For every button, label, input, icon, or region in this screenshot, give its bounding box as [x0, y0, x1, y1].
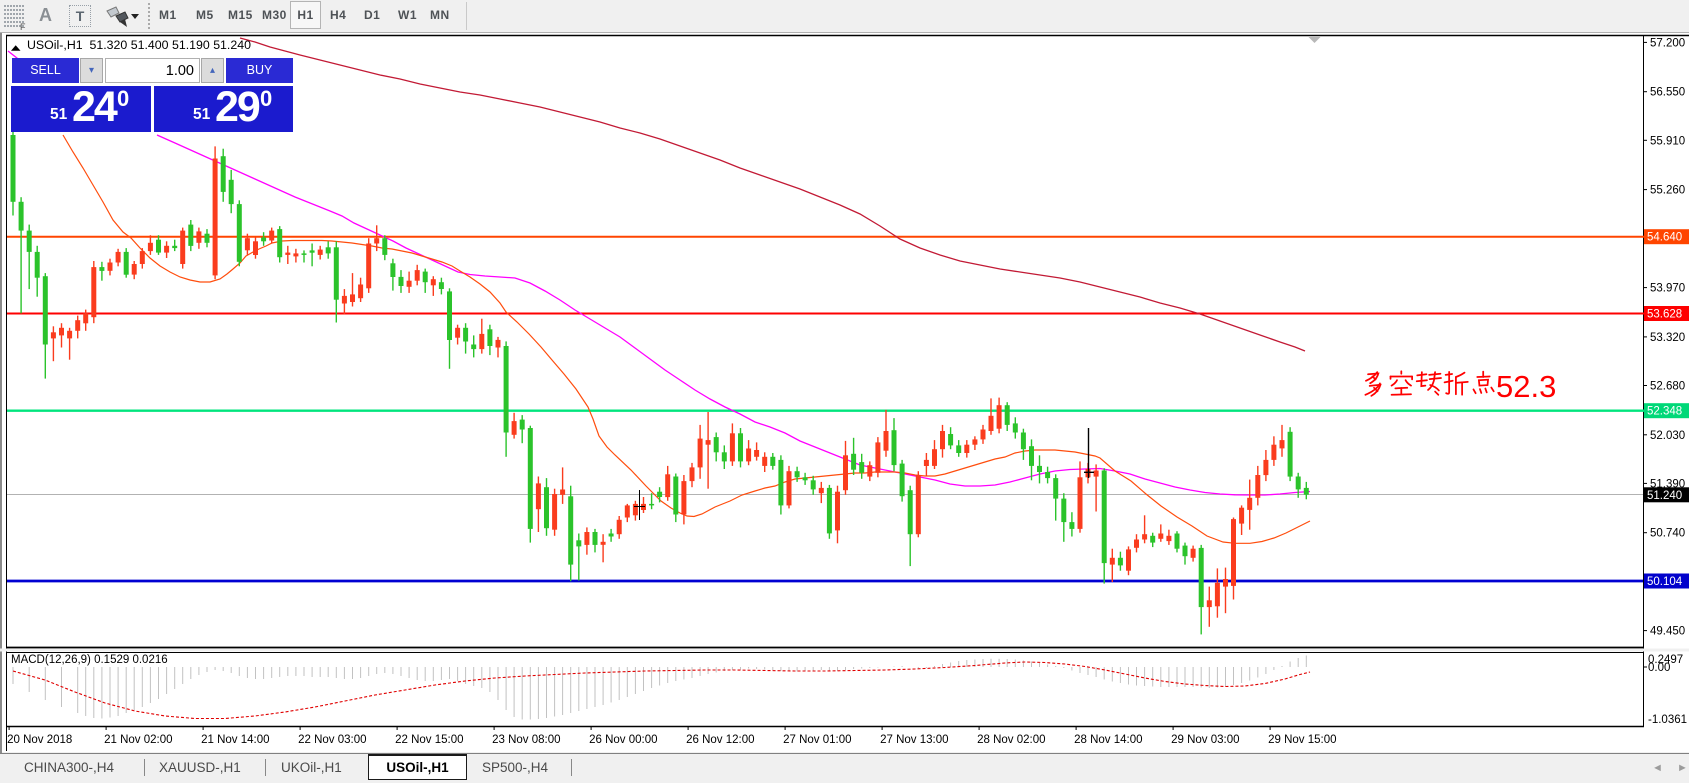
- svg-text:52.3: 52.3: [1496, 369, 1556, 404]
- svg-text:21 Nov 14:00: 21 Nov 14:00: [201, 734, 269, 746]
- svg-text:49.450: 49.450: [1650, 626, 1685, 638]
- svg-text:23 Nov 08:00: 23 Nov 08:00: [492, 734, 560, 746]
- svg-text:52.680: 52.680: [1650, 381, 1685, 393]
- svg-text:52.030: 52.030: [1650, 430, 1685, 442]
- svg-text:-1.0361: -1.0361: [1648, 714, 1687, 726]
- svg-text:54.640: 54.640: [1647, 232, 1682, 244]
- svg-text:29 Nov 03:00: 29 Nov 03:00: [1171, 734, 1239, 746]
- svg-text:0.2497: 0.2497: [1648, 654, 1683, 666]
- svg-text:53.628: 53.628: [1647, 309, 1682, 321]
- svg-text:55.910: 55.910: [1650, 135, 1685, 147]
- svg-text:53.320: 53.320: [1650, 332, 1685, 344]
- svg-text:21 Nov 02:00: 21 Nov 02:00: [104, 734, 172, 746]
- svg-text:55.260: 55.260: [1650, 185, 1685, 197]
- svg-text:0.00: 0.00: [1648, 662, 1670, 674]
- svg-text:51.240: 51.240: [1647, 490, 1682, 502]
- svg-text:29 Nov 15:00: 29 Nov 15:00: [1268, 734, 1336, 746]
- svg-text:50.104: 50.104: [1647, 576, 1683, 588]
- svg-text:28 Nov 14:00: 28 Nov 14:00: [1074, 734, 1142, 746]
- svg-text:26 Nov 12:00: 26 Nov 12:00: [686, 734, 754, 746]
- svg-text:26 Nov 00:00: 26 Nov 00:00: [589, 734, 657, 746]
- svg-text:F: F: [20, 22, 26, 32]
- svg-text:50.740: 50.740: [1650, 528, 1685, 540]
- svg-text:USOil-,H1 51.320 51.400 51.19: USOil-,H1 51.320 51.400 51.190 51.240: [27, 40, 251, 52]
- svg-text:28 Nov 02:00: 28 Nov 02:00: [977, 734, 1045, 746]
- svg-text:22 Nov 03:00: 22 Nov 03:00: [298, 734, 366, 746]
- svg-text:22 Nov 15:00: 22 Nov 15:00: [395, 734, 463, 746]
- svg-text:52.348: 52.348: [1647, 406, 1682, 418]
- svg-text:57.200: 57.200: [1650, 37, 1685, 49]
- svg-text:56.550: 56.550: [1650, 87, 1685, 99]
- svg-text:27 Nov 01:00: 27 Nov 01:00: [783, 734, 851, 746]
- svg-text:53.970: 53.970: [1650, 283, 1685, 295]
- svg-text:27 Nov 13:00: 27 Nov 13:00: [880, 734, 948, 746]
- svg-text:20 Nov 2018: 20 Nov 2018: [7, 734, 72, 746]
- svg-text:MACD(12,26,9) 0.1529 0.0216: MACD(12,26,9) 0.1529 0.0216: [11, 654, 168, 666]
